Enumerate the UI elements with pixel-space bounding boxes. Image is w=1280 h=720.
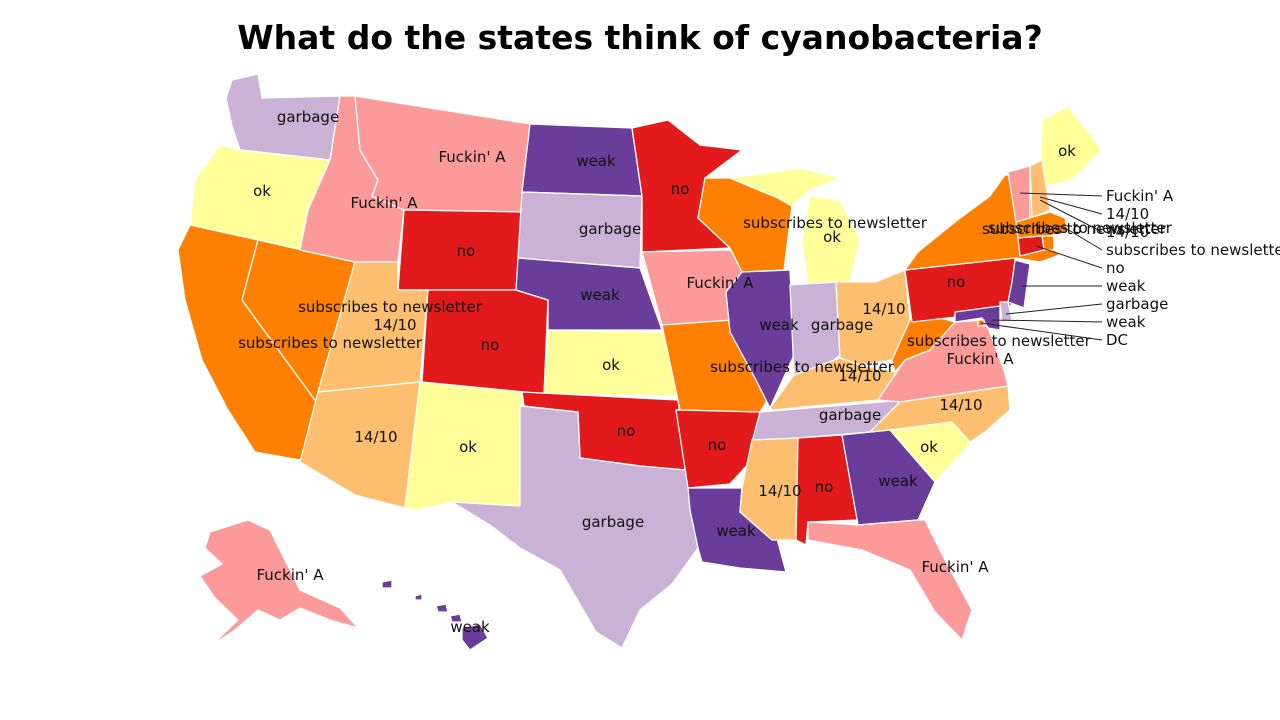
- state-AR[interactable]: [675, 409, 761, 489]
- label-UT: 14/10: [373, 316, 416, 334]
- callout-line-NH: [1039, 196, 1103, 215]
- callout-label-MD: weak: [1106, 313, 1146, 331]
- label-GA: weak: [878, 472, 918, 490]
- label-AL: no: [815, 478, 834, 496]
- callout-line-DE: [1005, 303, 1103, 315]
- state-NJ[interactable]: [1007, 259, 1031, 309]
- label-WV-newsletter: subscribes to newsletter: [907, 332, 1092, 350]
- label-ME: ok: [1058, 142, 1076, 160]
- label-AR: no: [708, 436, 727, 454]
- callout-label-CT: no: [1106, 259, 1125, 277]
- callout-line-CT: [1035, 245, 1103, 269]
- label-WY: no: [457, 242, 476, 260]
- state-CO[interactable]: [421, 289, 549, 395]
- label-AZ: 14/10: [354, 428, 397, 446]
- state-AK[interactable]: [199, 519, 359, 646]
- state-MI-UP[interactable]: [729, 167, 841, 207]
- label-ID: Fuckin' A: [350, 194, 418, 212]
- label-KY: 14/10: [838, 367, 881, 385]
- label-LA: weak: [716, 522, 756, 540]
- label-TN: garbage: [819, 406, 881, 424]
- label-SC: ok: [920, 438, 938, 456]
- callout-line-MD: [991, 319, 1103, 323]
- label-KS: ok: [602, 356, 620, 374]
- label-OH: 14/10: [862, 300, 905, 318]
- label-MI: ok: [823, 228, 841, 246]
- label-TX: garbage: [582, 513, 644, 531]
- label-NE: weak: [580, 286, 620, 304]
- label-AK: Fuckin' A: [256, 566, 324, 584]
- label-WA: garbage: [277, 108, 339, 126]
- label-NV: subscribes to newsletter: [298, 298, 483, 316]
- callout-label-VT: Fuckin' A: [1106, 187, 1174, 205]
- label-MS: 14/10: [758, 482, 801, 500]
- label-IN: garbage: [811, 316, 873, 334]
- label-VA: Fuckin' A: [946, 350, 1014, 368]
- label-MA-overflow: subscribes to newsletter: [982, 220, 1167, 238]
- callout-label-MA: subscribes to newsletter: [1106, 241, 1280, 259]
- map-title: What do the states think of cyanobacteri…: [237, 18, 1043, 57]
- state-NH[interactable]: [1029, 159, 1051, 219]
- label-MT: Fuckin' A: [438, 148, 506, 166]
- callout-label-NH: 14/10: [1106, 205, 1149, 223]
- label-CO: no: [481, 336, 500, 354]
- label-MN: no: [671, 180, 690, 198]
- label-NY: subscribes to newsletter: [988, 219, 1173, 237]
- state-CT[interactable]: [1017, 235, 1045, 257]
- label-OK: no: [617, 422, 636, 440]
- state-FL[interactable]: [807, 519, 973, 641]
- callout-label-DE: garbage: [1106, 295, 1168, 313]
- label-CA: subscribes to newsletter: [238, 334, 423, 352]
- callout-line-VT: [1019, 192, 1103, 197]
- callout-label-DC: DC: [1106, 331, 1128, 349]
- callout-label-NJ: weak: [1106, 277, 1146, 295]
- label-OR: ok: [253, 182, 271, 200]
- label-DC-overflow: subscribes to newsletter: [908, 331, 1093, 349]
- callout-line-DC: [980, 322, 1103, 341]
- label-NC: 14/10: [939, 396, 982, 414]
- label-IL: weak: [759, 316, 799, 334]
- label-HI: weak: [450, 618, 490, 636]
- label-SD: garbage: [579, 220, 641, 238]
- label-IA: Fuckin' A: [686, 274, 754, 292]
- label-WI: subscribes to newsletter: [743, 214, 928, 232]
- state-IL[interactable]: [725, 269, 795, 409]
- state-HI[interactable]: [381, 579, 489, 651]
- state-AZ[interactable]: [299, 381, 421, 509]
- label-MO: subscribes to newsletter: [710, 358, 895, 376]
- callout-line-MA: [1061, 225, 1103, 251]
- callout-label-NH2: 14/10: [1106, 223, 1149, 241]
- callout-line-NH2: [1039, 199, 1103, 233]
- label-ND: weak: [576, 152, 616, 170]
- state-TX[interactable]: [451, 405, 699, 649]
- label-PA: no: [947, 273, 966, 291]
- label-FL: Fuckin' A: [921, 558, 989, 576]
- label-NM: ok: [459, 438, 477, 456]
